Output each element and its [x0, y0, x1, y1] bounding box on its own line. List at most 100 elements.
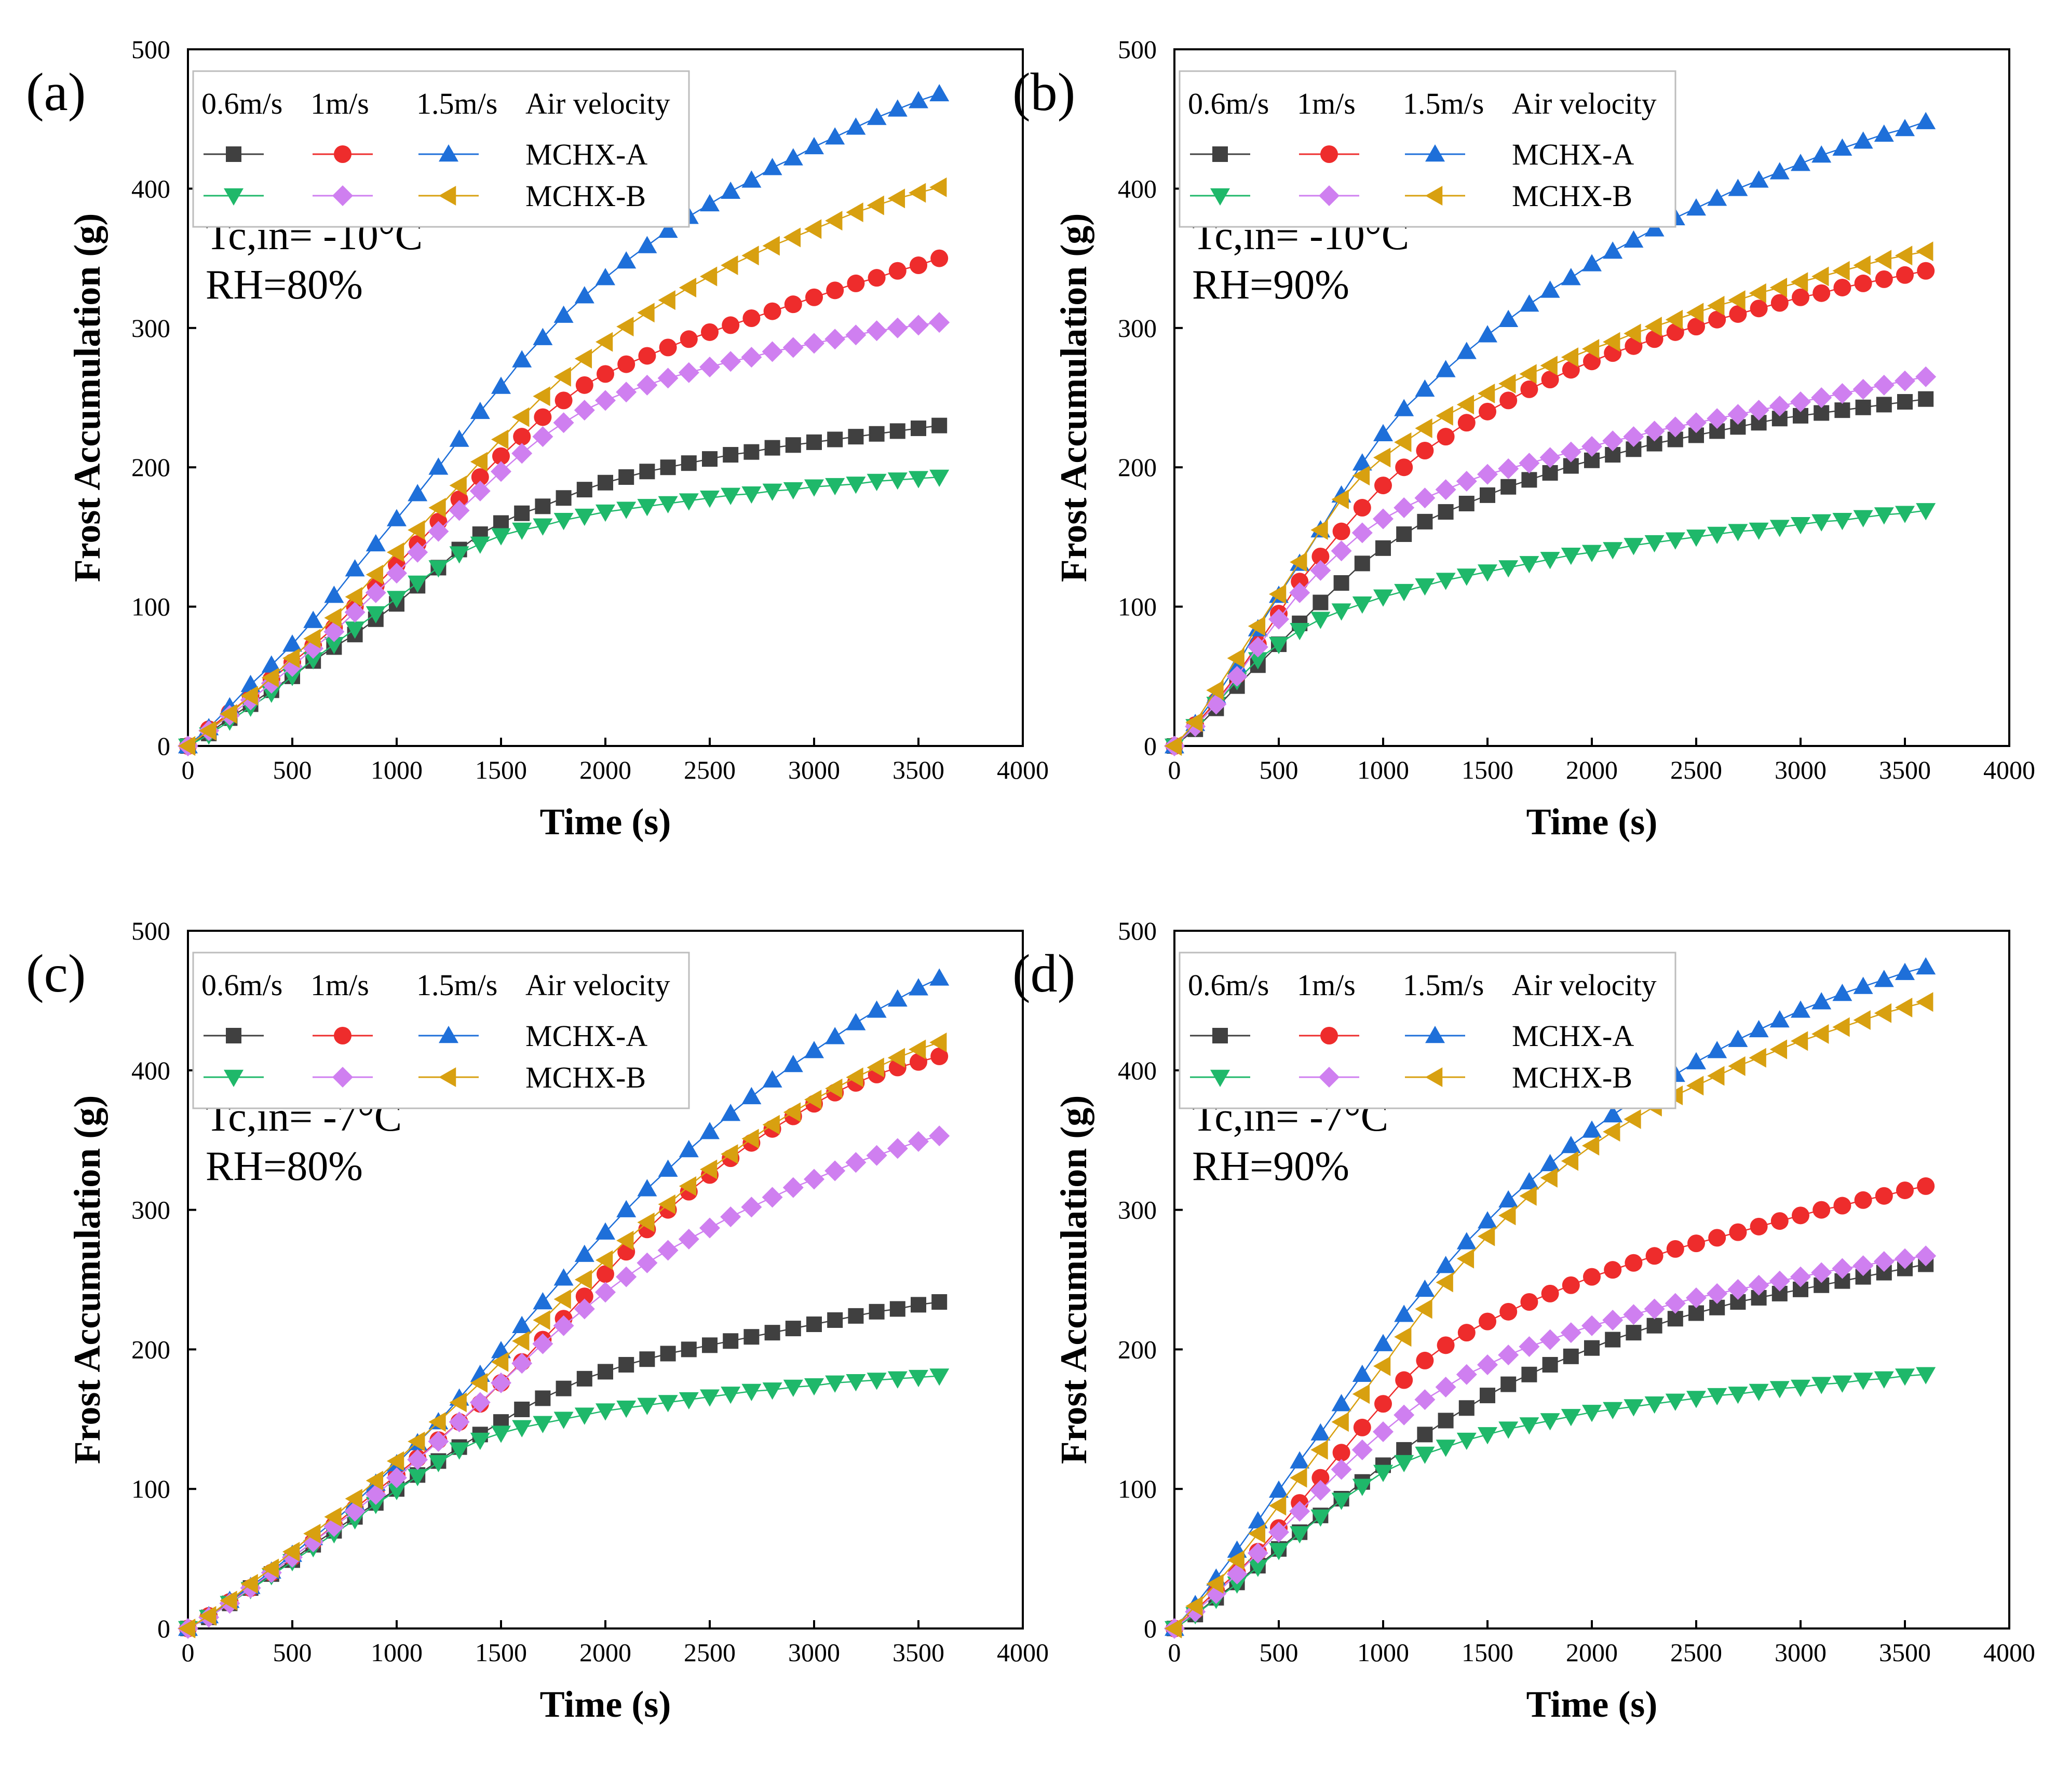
data-point — [1852, 378, 1874, 400]
data-point — [1584, 1340, 1600, 1356]
data-point — [303, 610, 323, 628]
data-point — [1289, 582, 1310, 603]
triangle-down-marker — [1210, 188, 1230, 206]
data-point — [596, 504, 615, 522]
data-point — [1416, 441, 1434, 459]
data-point — [469, 1392, 491, 1413]
data-point — [702, 1337, 718, 1353]
data-point — [1686, 1287, 1707, 1308]
y-tick-label: 100 — [131, 1474, 170, 1503]
data-point — [1539, 1329, 1561, 1350]
legend-air-velocity-label: Air velocity — [1512, 87, 1657, 120]
condition-annotation: RH=90% — [1192, 262, 1349, 308]
panel-label: (c) — [26, 944, 86, 1003]
triangle-up-marker — [439, 144, 458, 162]
data-point — [1247, 1542, 1268, 1564]
data-point — [449, 1411, 470, 1433]
data-point — [930, 249, 949, 267]
data-point — [658, 496, 678, 513]
data-point — [845, 324, 867, 346]
legend-row-label: MCHX-A — [525, 1019, 647, 1053]
circle-marker — [1320, 145, 1338, 163]
data-point — [1602, 1309, 1624, 1331]
data-point — [1876, 397, 1892, 413]
data-point — [1500, 1376, 1517, 1392]
data-point — [1394, 497, 1415, 519]
data-point — [743, 1329, 760, 1345]
data-point — [1707, 408, 1728, 429]
data-point — [867, 473, 887, 492]
data-point — [1352, 466, 1370, 486]
data-point — [428, 560, 449, 578]
chart-panel-2: 0 500 1000 1500 2000 2500 3000 3500 4000 0 100 200 3… — [1012, 35, 2035, 843]
data-point — [1665, 1393, 1685, 1411]
data-point — [1561, 268, 1581, 286]
data-point — [1519, 294, 1539, 312]
data-point — [887, 317, 908, 338]
data-point — [1456, 471, 1477, 492]
data-point — [804, 1378, 824, 1396]
triangle-left-marker — [439, 1067, 456, 1087]
data-point — [887, 188, 905, 209]
legend-velocity-label: 1m/s — [1297, 968, 1356, 1002]
data-point — [1686, 1391, 1706, 1408]
data-point — [1248, 1524, 1266, 1544]
data-point — [1248, 652, 1268, 670]
data-point — [1456, 568, 1477, 586]
data-point — [1269, 584, 1287, 604]
y-axis-title: Frost Accumulation (g) — [1053, 213, 1094, 582]
data-point — [1707, 295, 1725, 316]
data-point — [827, 431, 843, 447]
data-point — [679, 277, 697, 297]
square-marker — [226, 1028, 241, 1043]
data-point — [1854, 1191, 1872, 1209]
data-point — [721, 181, 741, 199]
data-point — [1832, 1258, 1853, 1279]
data-point — [721, 1104, 741, 1121]
y-tick-label: 0 — [1144, 731, 1157, 761]
data-point — [782, 1177, 804, 1198]
series-mchx-b-1m-s — [1164, 1245, 1937, 1639]
x-tick-label: 1500 — [1462, 755, 1513, 784]
series-mchx-a-0-6m-s — [180, 417, 948, 754]
data-point — [1436, 1440, 1456, 1457]
data-point — [1478, 383, 1495, 403]
data-point — [639, 464, 655, 480]
data-point — [681, 1341, 697, 1357]
data-point — [1665, 1293, 1686, 1314]
data-point — [639, 1351, 655, 1367]
data-point — [741, 486, 762, 504]
data-point — [616, 501, 637, 519]
y-tick-label: 0 — [1144, 1614, 1157, 1643]
data-point — [1728, 1387, 1748, 1404]
data-point — [741, 1197, 762, 1218]
data-point — [408, 575, 428, 593]
series-mchx-a-0-6m-s — [180, 1294, 948, 1636]
data-point — [804, 1041, 824, 1058]
data-point — [469, 480, 491, 501]
data-point — [637, 499, 657, 517]
data-point — [261, 685, 281, 703]
data-point — [1644, 219, 1665, 237]
data-point — [1374, 477, 1392, 495]
y-tick-label: 0 — [157, 1614, 170, 1643]
data-point — [1290, 552, 1307, 572]
data-point — [1456, 395, 1475, 415]
data-point — [887, 99, 908, 117]
data-point — [1415, 1279, 1435, 1297]
data-point — [1791, 1000, 1810, 1018]
data-point — [1812, 1201, 1831, 1219]
data-point — [846, 1067, 863, 1088]
data-point — [616, 1200, 637, 1217]
legend-row-label: MCHX-A — [1512, 1019, 1634, 1053]
data-point — [889, 1301, 905, 1317]
data-point — [1644, 420, 1665, 442]
data-point — [637, 303, 655, 323]
data-point — [1394, 399, 1414, 416]
data-point — [1624, 1399, 1644, 1417]
data-point — [1394, 1327, 1412, 1347]
square-marker — [1212, 146, 1228, 162]
data-point — [1854, 274, 1872, 292]
series-mchx-a-1m-s — [1166, 1177, 1935, 1637]
data-point — [1874, 124, 1894, 142]
